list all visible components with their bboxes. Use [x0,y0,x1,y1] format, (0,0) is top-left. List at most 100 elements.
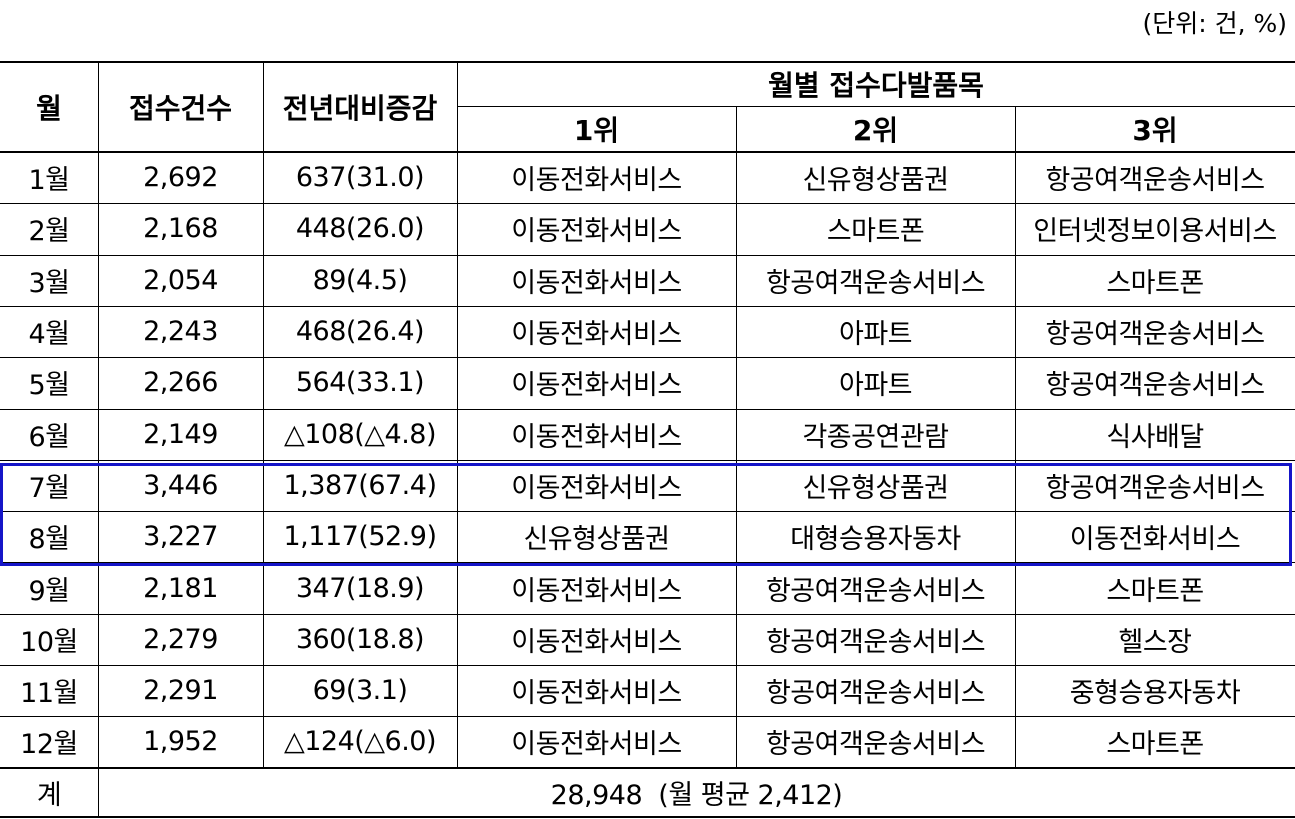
cell-rank1: 이동전화서비스 [511,319,682,351]
cell-rank3: 스마트폰 [1106,729,1204,761]
cell-count: 2,692 [143,162,218,194]
row-divider [0,409,1295,410]
cell-rank2: 항공여객운송서비스 [765,626,986,658]
cell-change: △108(△4.8) [283,418,437,450]
cell-count: 3,446 [143,469,218,501]
cell-change: 468(26.4) [295,316,425,348]
cell-month: 2월 [28,216,70,248]
cell-count: 2,291 [143,675,218,707]
total-label: 계 [36,780,62,811]
cell-rank3: 식사배달 [1106,421,1204,453]
cell-count: 2,181 [143,572,218,604]
cell-change: 1,387(67.4) [283,469,437,501]
row-divider [0,562,1295,563]
cell-count: 2,279 [143,623,218,655]
col-divider [457,62,458,768]
cell-change: 448(26.0) [295,213,425,245]
table-bottom-border [0,816,1295,818]
cell-count: 1,952 [143,726,218,758]
cell-count: 2,054 [143,264,218,296]
highlight-box-jul-aug [0,463,1292,566]
cell-rank3: 인터넷정보이용서비스 [1033,216,1277,248]
cell-month: 12월 [20,729,78,761]
col-divider [1015,106,1016,768]
row-divider [0,665,1295,666]
cell-count: 2,243 [143,316,218,348]
header-month: 월 [36,92,62,125]
cell-rank1: 이동전화서비스 [511,678,682,710]
row-divider [0,716,1295,717]
cell-change: 637(31.0) [295,162,425,194]
cell-rank1: 이동전화서비스 [511,216,682,248]
cell-month: 9월 [28,575,70,607]
cell-change: △124(△6.0) [283,726,437,758]
cell-change: 89(4.5) [312,264,408,296]
cell-rank1: 이동전화서비스 [511,267,682,299]
row-divider [0,306,1295,307]
header-rank3: 3위 [1132,114,1178,147]
cell-rank3: 이동전화서비스 [1069,524,1241,556]
cell-rank3: 스마트폰 [1106,575,1204,607]
cell-rank1: 이동전화서비스 [511,575,682,607]
cell-rank3: 중형승용자동차 [1069,678,1241,710]
header-rank2: 2위 [852,114,899,147]
cell-rank2: 항공여객운송서비스 [765,729,986,761]
cell-rank2: 스마트폰 [826,216,925,248]
cell-rank2: 대형승용자동차 [790,524,961,556]
cell-month: 11월 [20,678,78,710]
header-change: 전년대비증감 [282,92,438,125]
header-count: 접수건수 [128,92,233,125]
cell-rank2: 항공여객운송서비스 [765,267,986,299]
cell-month: 5월 [28,370,70,402]
cell-rank2: 각종공연관람 [802,421,949,453]
cell-month: 7월 [28,472,70,504]
unit-note: (단위: 건, %) [1142,9,1287,38]
cell-count: 2,266 [143,367,218,399]
cell-rank2: 아파트 [838,370,913,402]
cell-rank3: 스마트폰 [1106,267,1204,299]
cell-rank2: 항공여객운송서비스 [765,575,986,607]
cell-month: 3월 [28,267,70,299]
cell-rank1: 이동전화서비스 [511,421,682,453]
cell-change: 347(18.9) [295,572,425,604]
cell-month: 6월 [28,421,70,453]
row-divider [0,255,1295,256]
header-rank1: 1위 [573,114,620,147]
cell-month: 10월 [20,626,78,658]
cell-rank3: 항공여객운송서비스 [1045,319,1265,351]
row-divider [0,614,1295,615]
cell-change: 1,117(52.9) [283,521,437,553]
header-bottom-border [0,151,1295,153]
col-divider [263,62,264,768]
cell-month: 8월 [28,524,70,556]
cell-rank1: 이동전화서비스 [511,165,682,197]
cell-rank3: 항공여객운송서비스 [1045,472,1265,504]
row-divider [0,357,1295,358]
cell-rank1: 이동전화서비스 [511,472,682,504]
row-divider [0,511,1295,512]
cell-rank1: 신유형상품권 [523,524,670,556]
total-top-border [0,767,1295,769]
cell-rank1: 이동전화서비스 [511,370,682,402]
cell-rank3: 항공여객운송서비스 [1045,165,1265,197]
cell-rank3: 항공여객운송서비스 [1045,370,1265,402]
cell-month: 1월 [28,165,70,197]
col-divider [98,62,99,817]
cell-count: 2,168 [143,213,218,245]
cell-change: 69(3.1) [312,675,408,707]
cell-change: 564(33.1) [295,367,425,399]
cell-rank3: 헬스장 [1118,626,1192,658]
cell-count: 3,227 [143,521,218,553]
cell-rank2: 신유형상품권 [802,472,949,504]
total-value: 28,948 (월 평균 2,412) [550,780,843,811]
header-group: 월별 접수다발품목 [768,69,984,102]
cell-month: 4월 [28,319,70,351]
row-divider [0,460,1295,461]
cell-count: 2,149 [143,418,218,450]
cell-rank2: 항공여객운송서비스 [765,678,986,710]
cell-rank2: 아파트 [838,319,913,351]
cell-rank2: 신유형상품권 [802,165,949,197]
header-divider [457,106,1295,107]
table-top-border [0,61,1295,63]
